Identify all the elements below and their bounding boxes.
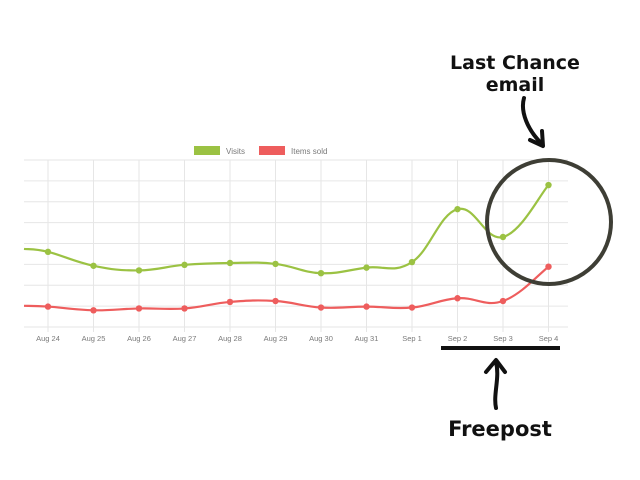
x-tick-label: Aug 31 (355, 334, 379, 343)
annotation-freepost: Freepost (448, 417, 552, 441)
annotation-line-2: email (485, 74, 545, 96)
x-tick-label: Sep 3 (493, 334, 513, 343)
data-point-items-sold (226, 298, 234, 306)
data-point-items-sold (317, 304, 325, 311)
x-tick-label: Aug 27 (173, 334, 197, 343)
annotation-last-chance-email: Last Chance email (440, 52, 590, 96)
x-tick-label: Aug 25 (82, 334, 106, 343)
data-point-items-sold (363, 303, 370, 310)
legend-swatch-visits (194, 146, 220, 155)
data-point-visits (454, 205, 461, 213)
x-tick-label: Aug 29 (264, 334, 288, 343)
data-point-visits (181, 261, 188, 269)
x-tick-label: Aug 24 (36, 334, 60, 343)
data-point-visits (44, 248, 52, 256)
data-point-items-sold (454, 295, 461, 302)
data-point-visits (272, 260, 279, 268)
legend-swatch-items-sold (259, 146, 285, 155)
x-tick-label: Sep 4 (539, 334, 559, 343)
data-point-visits (226, 259, 234, 267)
x-tick-label: Sep 2 (448, 334, 468, 343)
data-point-items-sold (44, 303, 52, 310)
data-point-visits (135, 267, 143, 274)
data-point-items-sold (499, 297, 507, 305)
data-point-visits (317, 269, 325, 277)
chart-grid (24, 159, 568, 332)
data-point-visits (545, 181, 552, 189)
annotation-line-1: Last Chance (450, 52, 580, 74)
chart-panel (24, 128, 568, 356)
x-tick-label: Aug 28 (218, 334, 242, 343)
chart-points (44, 181, 552, 314)
legend-label-items-sold: Items sold (291, 147, 327, 156)
data-point-visits (408, 258, 416, 266)
data-point-items-sold (272, 297, 279, 305)
highlight-circle (485, 158, 613, 286)
data-point-items-sold (408, 304, 416, 311)
data-point-items-sold (545, 263, 552, 270)
arrow-down-icon (521, 96, 545, 148)
legend-label-visits: Visits (226, 147, 245, 156)
data-point-visits (499, 233, 507, 241)
data-point-visits (363, 264, 370, 271)
data-point-items-sold (135, 305, 143, 312)
arrow-up-icon (484, 358, 507, 410)
data-point-items-sold (181, 305, 188, 312)
x-tick-label: Aug 26 (127, 334, 151, 343)
x-axis-ticks: Aug 24 Aug 25 Aug 26 Aug 27 Aug 28 Aug 29 Aug … (36, 334, 558, 343)
data-point-items-sold (90, 307, 97, 314)
x-tick-label: Aug 30 (309, 334, 333, 343)
chart-legend: Visits Items sold (194, 146, 327, 156)
data-point-visits (90, 262, 97, 269)
x-tick-label: Sep 1 (402, 334, 422, 343)
